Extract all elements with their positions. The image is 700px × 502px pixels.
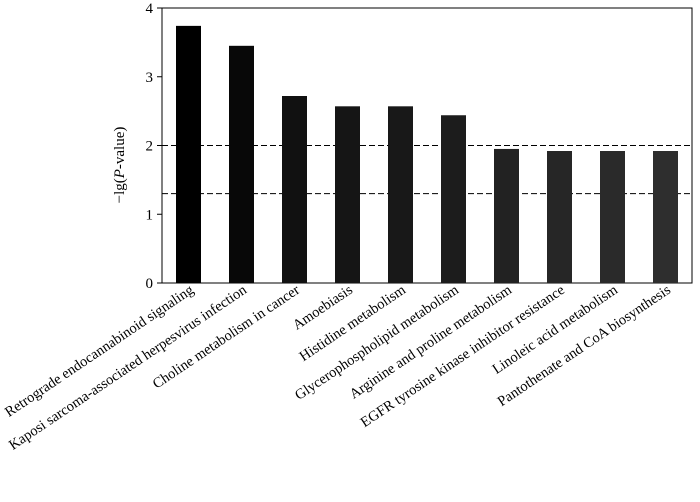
bar-5 bbox=[388, 106, 413, 283]
bar-3 bbox=[282, 96, 307, 283]
y-tick-label: 1 bbox=[146, 207, 154, 223]
category-label: Kaposi sarcoma-associated herpesvirus in… bbox=[6, 282, 250, 454]
x-axis-labels: Retrograde endocannabinoid signalingKapo… bbox=[2, 282, 674, 454]
bar-1 bbox=[176, 25, 201, 283]
bar-9 bbox=[600, 151, 625, 283]
y-axis-title: −lg(P-value) bbox=[112, 127, 128, 204]
bar-7 bbox=[494, 148, 519, 283]
y-tick-label: 0 bbox=[146, 276, 154, 292]
y-tick-label: 4 bbox=[146, 1, 154, 17]
y-tick-label: 3 bbox=[146, 70, 154, 86]
y-tick-label: 2 bbox=[146, 139, 154, 155]
category-label: Retrograde endocannabinoid signaling bbox=[2, 282, 197, 420]
y-axis: 0 1 2 3 4 bbox=[146, 1, 162, 292]
bar-6 bbox=[441, 115, 466, 283]
bar-2 bbox=[229, 45, 254, 283]
bar-10 bbox=[653, 151, 678, 283]
bars bbox=[176, 25, 678, 283]
bar-8 bbox=[547, 151, 572, 283]
bar-4 bbox=[335, 106, 360, 283]
